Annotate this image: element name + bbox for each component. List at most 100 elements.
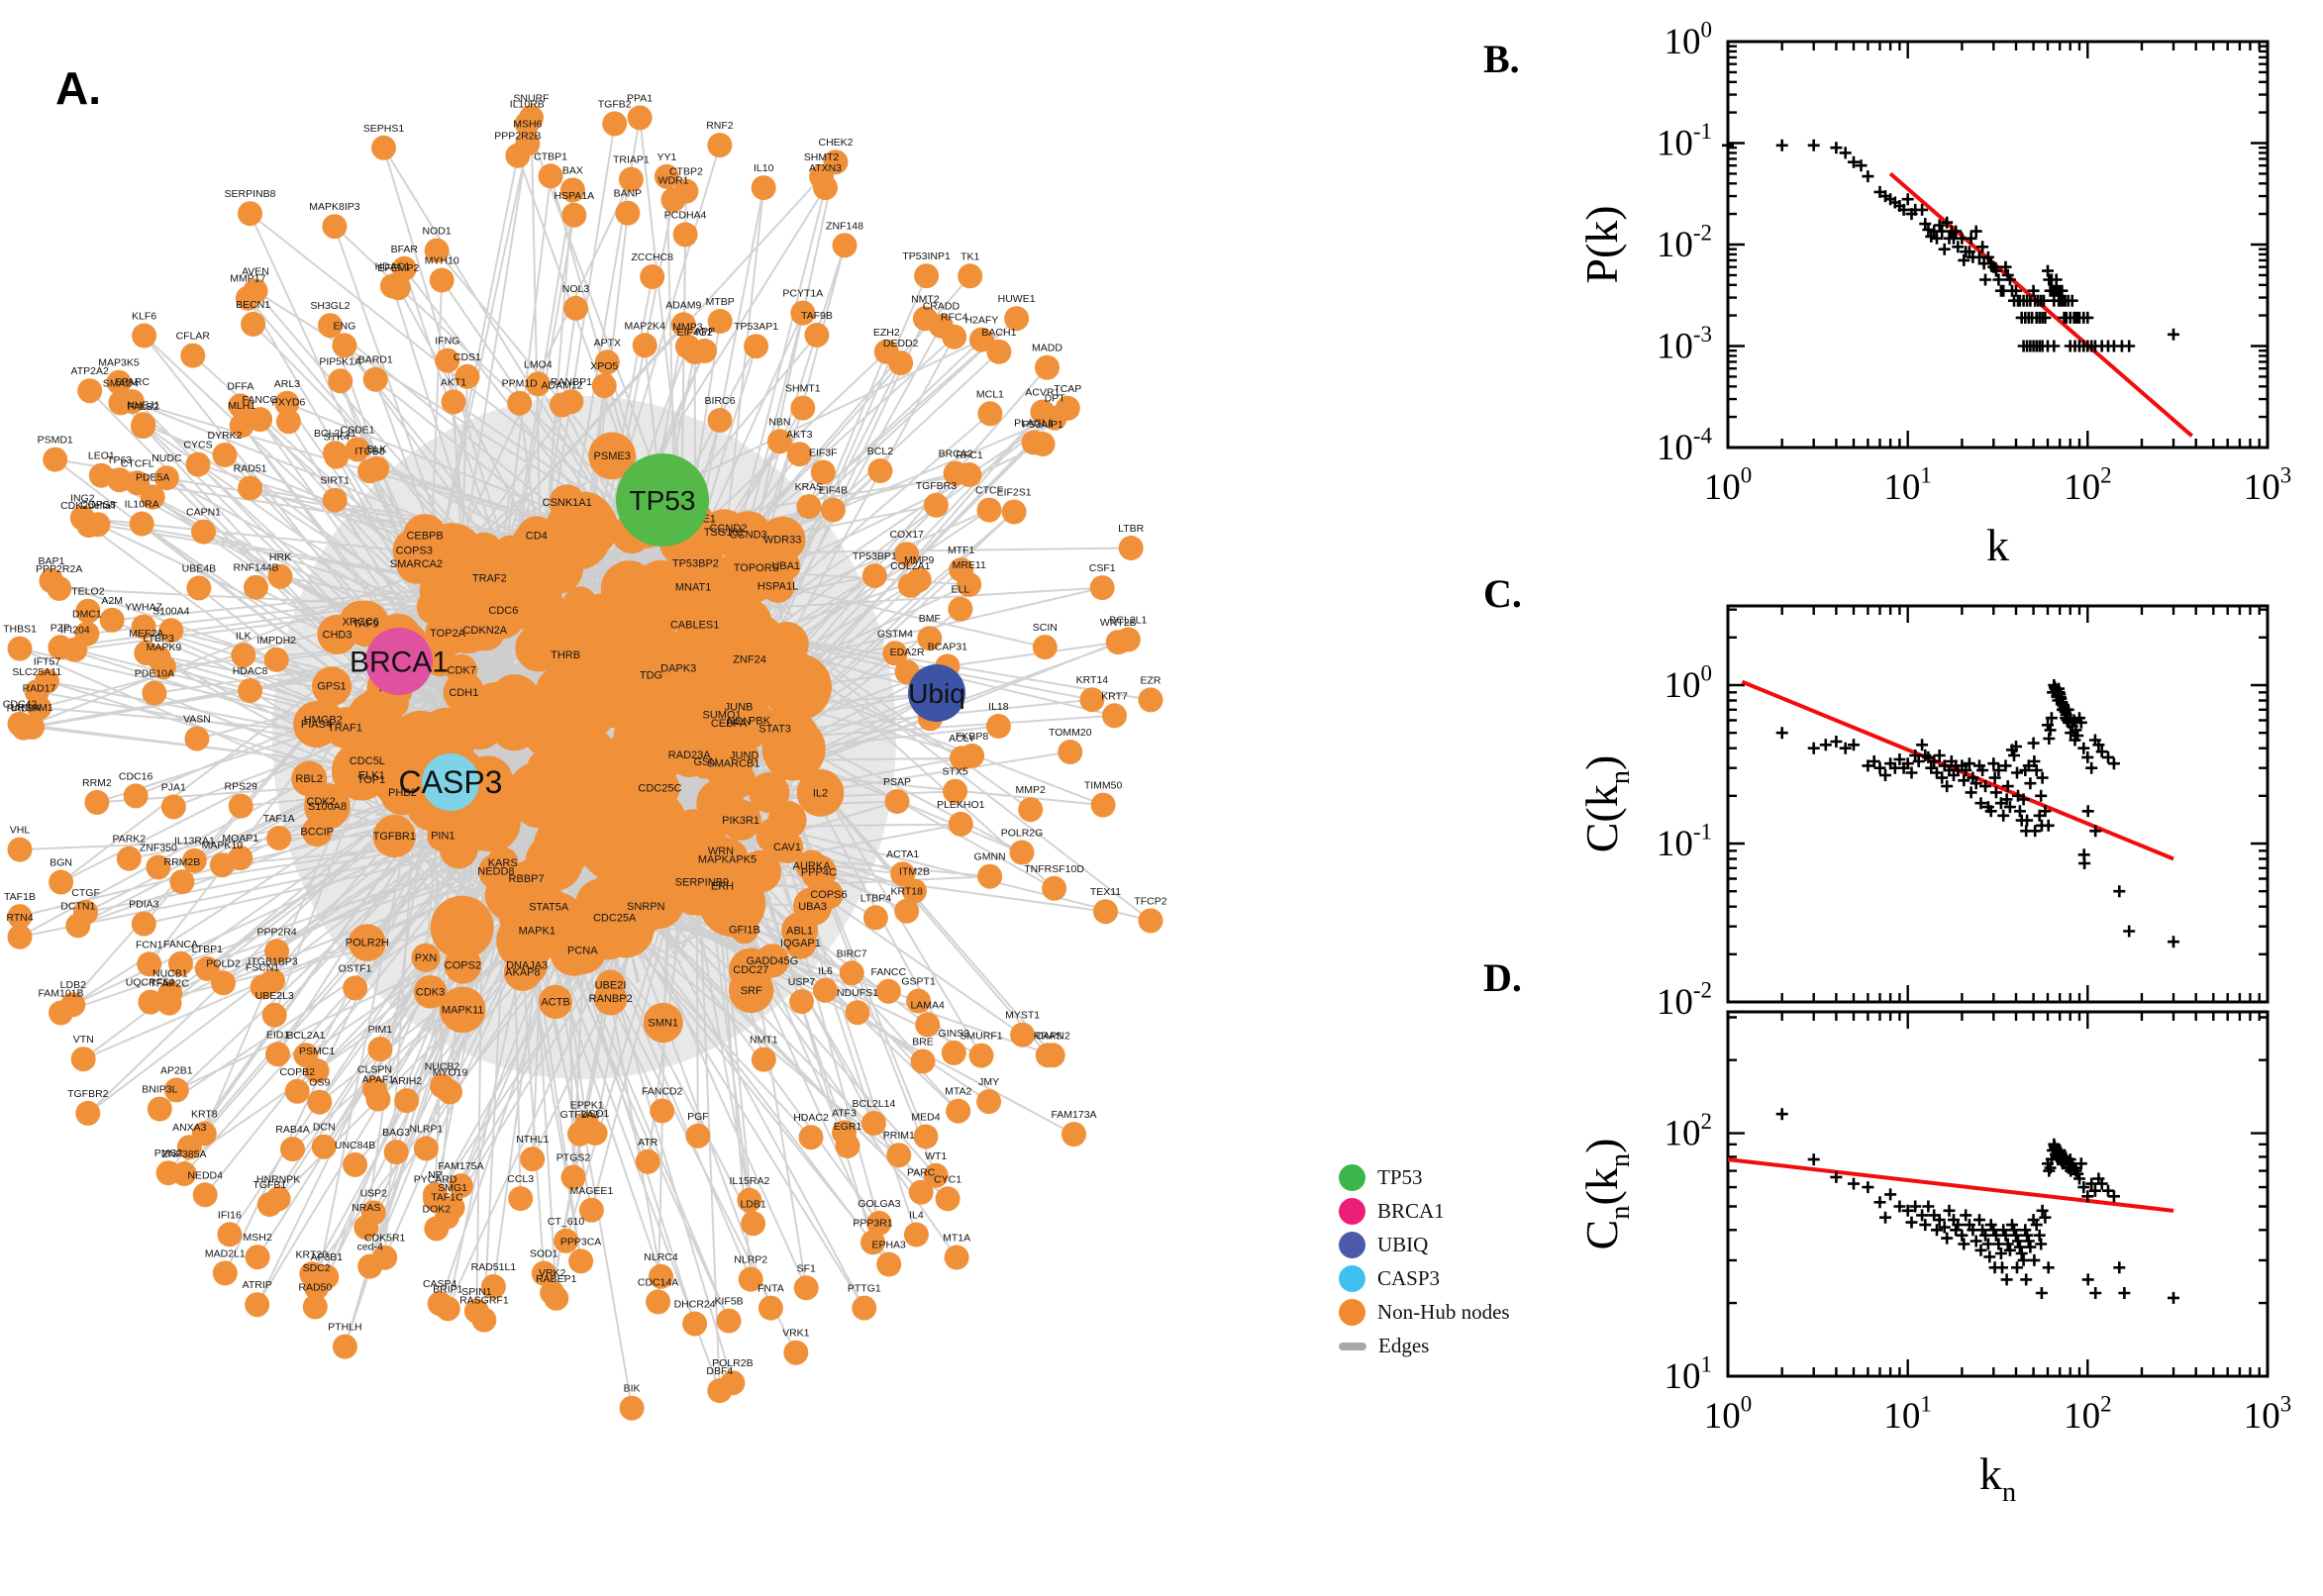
network-node [1138, 908, 1163, 934]
network-node-label: MAGEE1 [570, 1185, 614, 1197]
network-node-label: LDB1 [740, 1198, 765, 1210]
network-node [948, 596, 973, 622]
network-node [186, 575, 212, 601]
y-axis-title: P(k) [1576, 205, 1627, 283]
network-node [146, 854, 171, 880]
network-node [332, 333, 357, 358]
network-node [228, 793, 253, 819]
network-node-label: EID1 [266, 1029, 290, 1041]
network-node [1001, 499, 1027, 525]
network-node-label: CSNK1A1 [543, 497, 592, 509]
network-node-label: RAD17 [23, 682, 56, 694]
network-node-label: AURKA [793, 860, 832, 872]
panel-label-a: A. [55, 62, 101, 114]
network-node-label: PDE5A [136, 472, 169, 484]
network-node [411, 943, 441, 972]
network-node [561, 202, 587, 228]
network-node [168, 950, 193, 976]
network-node-label: PDE10A [135, 668, 174, 680]
network-node-label: TP53BP2 [672, 557, 719, 569]
network-node-label: CDK2 [307, 796, 336, 808]
network-node [430, 1073, 454, 1099]
network-node-label: RPS29 [225, 781, 257, 793]
network-node [514, 111, 540, 137]
hub-node-tp53 [616, 453, 709, 547]
network-node-label: STAT3 [758, 723, 791, 735]
chart-panel-c: 100 10-1 10-2 C(kn) [1576, 604, 2270, 1023]
network-node [943, 460, 968, 486]
network-node [906, 567, 932, 593]
network-node [946, 1098, 971, 1124]
network-node-label: FAM175A [438, 1160, 483, 1172]
network-node-label: MYH10 [425, 255, 459, 267]
network-node [862, 905, 888, 931]
network-node [1035, 354, 1060, 380]
network-node-label: UNC84B [335, 1140, 375, 1151]
network-node-label: NLRP2 [734, 1254, 767, 1266]
y-tick-label: 10-2 [1657, 220, 1712, 265]
network-node [371, 135, 396, 160]
network-node [245, 1245, 270, 1270]
network-node [670, 312, 696, 338]
network-node [758, 1295, 783, 1321]
network-node [444, 947, 482, 984]
network-node-label: TGFB1 [252, 1179, 286, 1191]
network-node [591, 373, 617, 399]
network-node-label: ATR [638, 1137, 658, 1148]
network-node [902, 878, 927, 904]
network-node [682, 340, 708, 364]
network-node [443, 671, 485, 714]
network-node-label: SERPINB8 [225, 188, 276, 200]
network-node [730, 640, 769, 679]
network-node [43, 447, 68, 472]
network-node [142, 680, 167, 706]
network-node [322, 214, 348, 240]
network-node [1010, 1022, 1036, 1047]
network-node-label: MMP9 [904, 554, 934, 566]
network-node-label: DYRK2 [207, 430, 242, 442]
network-node-label: NMT2 [911, 293, 940, 305]
network-node-label: MSH2 [244, 1232, 272, 1244]
network-legend: TP53 BRCA1 UBIQ CASP3 Non-Hub nodes Edges [1339, 1164, 1510, 1359]
network-node [1118, 536, 1144, 560]
network-node [48, 635, 73, 660]
network-node-label: TSG101 [704, 527, 745, 539]
network-node-label: PCYT1A [782, 288, 823, 300]
legend-item-label: UBIQ [1377, 1233, 1429, 1256]
network-node-label: SH3GL2 [310, 300, 350, 312]
network-node-label: TGFBR1 [373, 831, 416, 843]
network-node-label: CRADD [923, 301, 960, 313]
network-node [77, 378, 103, 404]
network-node-label: BIRC6 [705, 395, 736, 407]
network-node [915, 1012, 941, 1038]
network-node-label: SCIN [1033, 622, 1058, 634]
network-node [116, 846, 142, 871]
network-hubs: TP53 BRCA1 Ubiq CASP3 [350, 453, 965, 811]
x-tick-label: 101 [1883, 462, 1931, 508]
network-node-label: CCND3 [730, 530, 767, 542]
network-node-label: BGN [50, 857, 72, 869]
hub-node-label: Ubiq [908, 678, 965, 709]
network-node-label: TOP1 [357, 774, 386, 786]
network-node-label: TELO2 [71, 586, 104, 598]
network-node [942, 324, 967, 349]
network-node-label: KRT20 [296, 1248, 329, 1260]
network-node-label: BACH1 [981, 327, 1016, 339]
network-node-label: ACTA1 [886, 848, 919, 860]
network-node-label: DNAJA3 [506, 960, 548, 972]
network-node-label: DMC1 [72, 609, 102, 621]
network-node-label: POLR2H [346, 938, 389, 949]
network-node-label: A2M [101, 595, 123, 607]
x-tick-label: 103 [2244, 462, 2291, 508]
network-node-label: ACVR1 [1025, 387, 1060, 399]
network-node-label: HDAC1 [375, 260, 411, 272]
network-node-label: LTBP4 [860, 892, 891, 904]
network-node-label: BCL2A1 [286, 1030, 325, 1042]
network-node [131, 614, 156, 640]
network-node-label: LTBR [1118, 523, 1144, 535]
network-node-label: CDC25A [593, 913, 637, 925]
network-node-label: EZH2 [873, 327, 900, 339]
network-node [302, 1294, 328, 1320]
network-node-label: ZNF350 [140, 842, 177, 853]
network-node-label: GSN [693, 756, 717, 768]
